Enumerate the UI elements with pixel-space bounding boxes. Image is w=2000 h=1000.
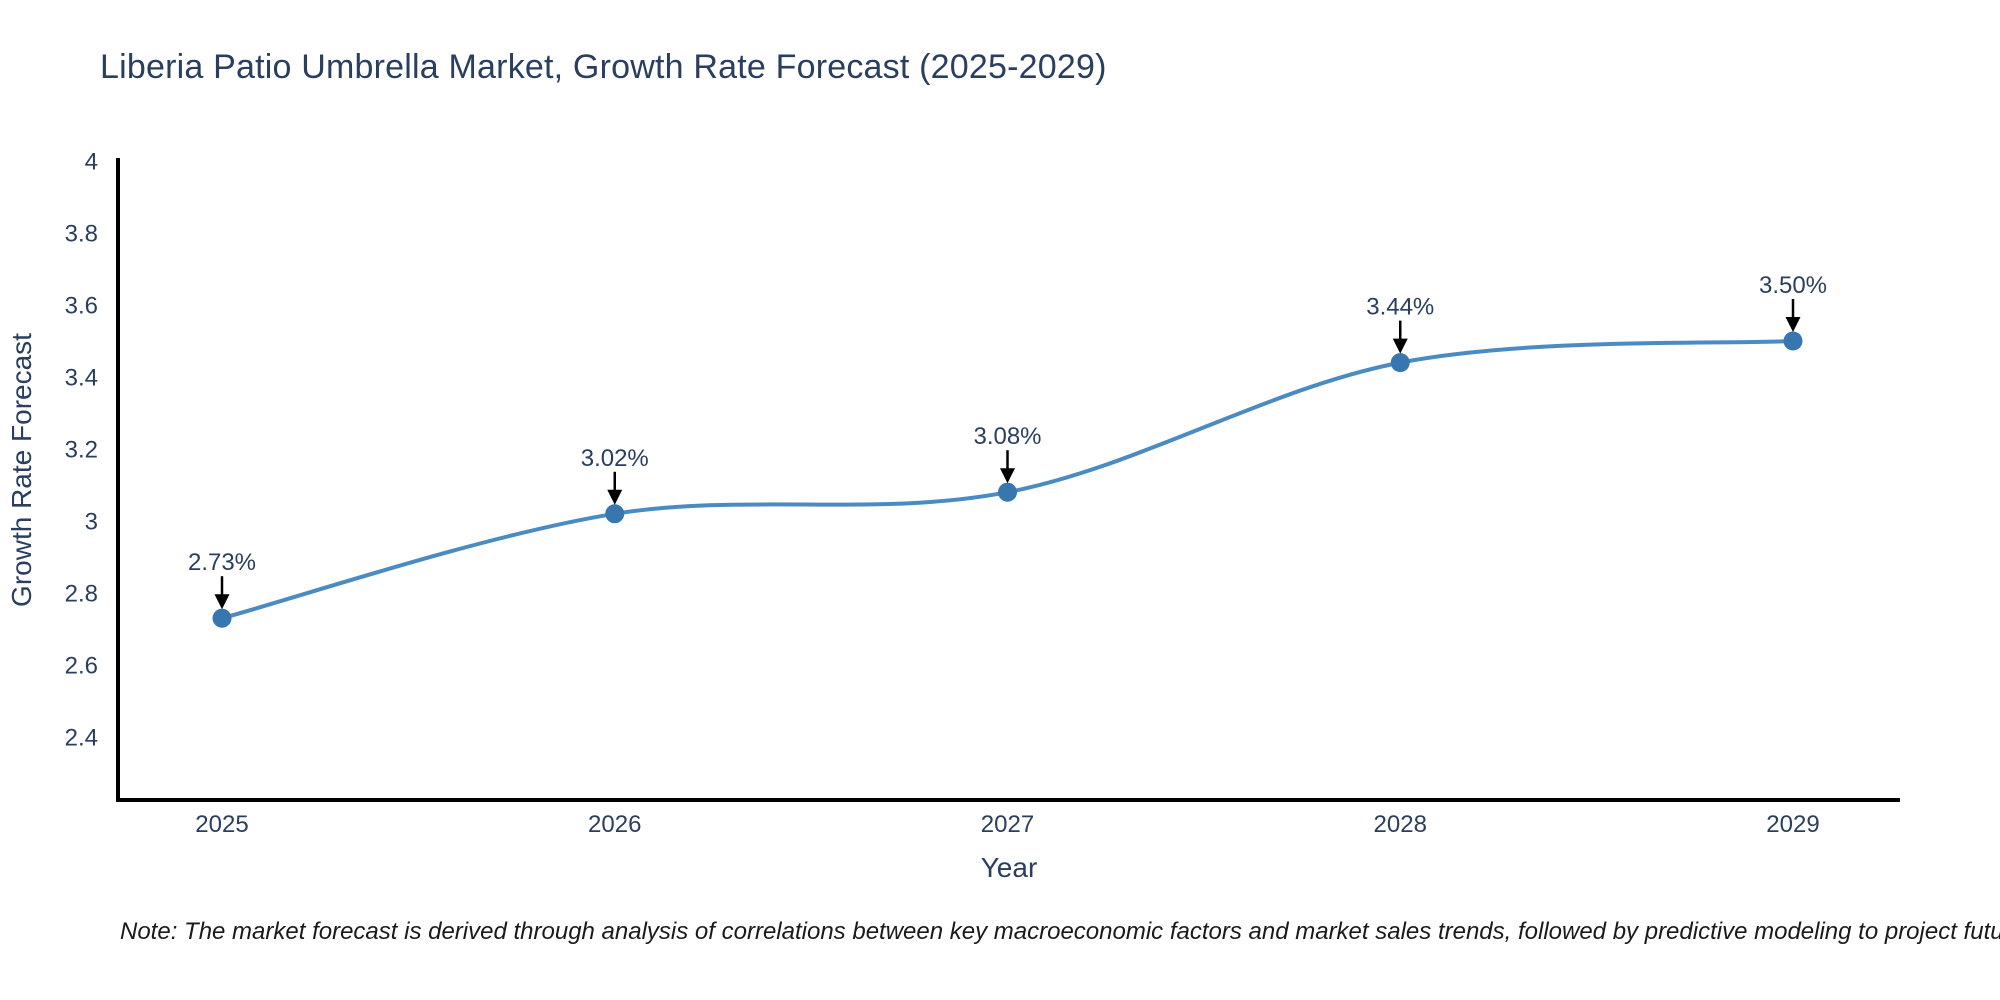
x-axis-title: Year — [981, 852, 1038, 883]
x-tick-label: 2028 — [1374, 811, 1427, 838]
y-tick-label: 3 — [85, 509, 98, 536]
x-tick-label: 2029 — [1766, 811, 1819, 838]
point-value-label: 3.50% — [1759, 272, 1827, 299]
annotation-arrow-head — [607, 489, 623, 505]
x-tick-label: 2027 — [981, 811, 1034, 838]
y-tick-label: 3.2 — [65, 437, 98, 464]
annotation-arrow-head — [1392, 338, 1408, 354]
y-axis-title: Growth Rate Forecast — [6, 333, 37, 607]
annotation-arrow-head — [1000, 468, 1015, 484]
y-tick-label: 2.6 — [65, 653, 98, 680]
y-tick-label: 2.4 — [65, 725, 98, 752]
y-tick-label: 3.8 — [65, 221, 98, 248]
axis-spine — [116, 158, 1900, 802]
data-point-marker — [1783, 331, 1803, 351]
chart-title: Liberia Patio Umbrella Market, Growth Ra… — [100, 48, 1107, 86]
annotation-arrow-head — [1785, 317, 1801, 332]
y-tick-label: 4 — [85, 149, 98, 176]
point-value-label: 3.08% — [973, 423, 1041, 450]
data-point-marker — [1390, 353, 1410, 373]
point-value-label: 3.02% — [581, 445, 649, 472]
x-tick-label: 2026 — [588, 811, 641, 838]
point-value-label: 3.44% — [1366, 294, 1434, 321]
y-tick-label: 3.6 — [65, 293, 98, 320]
data-point-marker — [605, 504, 625, 524]
data-point-marker — [212, 608, 232, 628]
point-value-label: 2.73% — [188, 549, 256, 576]
y-tick-label: 3.4 — [65, 365, 98, 392]
chart-footnote: Note: The market forecast is derived thr… — [120, 918, 2000, 945]
annotation-arrow-head — [214, 594, 230, 610]
y-tick-label: 2.8 — [65, 581, 98, 608]
x-tick-label: 2025 — [195, 811, 248, 838]
data-point-marker — [998, 482, 1017, 502]
